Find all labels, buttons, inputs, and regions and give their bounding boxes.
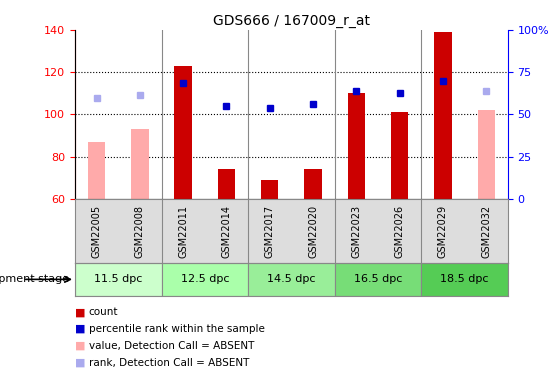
Bar [335,262,421,296]
Text: value, Detection Call = ABSENT: value, Detection Call = ABSENT [89,341,254,351]
Text: 12.5 dpc: 12.5 dpc [180,274,229,284]
Text: count: count [89,307,118,317]
Bar [391,112,408,199]
Text: 11.5 dpc: 11.5 dpc [94,274,143,284]
Text: GSM22014: GSM22014 [221,205,231,258]
Text: rank, Detection Call = ABSENT: rank, Detection Call = ABSENT [89,358,249,368]
Text: ■: ■ [75,358,85,368]
Text: GSM22005: GSM22005 [92,205,102,258]
Text: GSM22023: GSM22023 [351,205,361,258]
Bar [174,66,192,199]
Bar [477,110,495,199]
Text: GSM22017: GSM22017 [265,205,275,258]
Text: percentile rank within the sample: percentile rank within the sample [89,324,265,334]
Text: GSM22011: GSM22011 [178,205,188,258]
Bar [261,180,279,199]
Bar [434,32,452,199]
Text: GSM22026: GSM22026 [395,205,405,258]
Text: development stage: development stage [0,274,69,284]
Bar [218,169,235,199]
Bar [347,93,365,199]
Text: GSM22020: GSM22020 [308,205,318,258]
Bar [131,129,149,199]
Text: ■: ■ [75,324,85,334]
Bar [421,262,508,296]
Bar [88,142,105,199]
Bar [304,169,322,199]
Text: ■: ■ [75,341,85,351]
Text: 16.5 dpc: 16.5 dpc [354,274,402,284]
Text: GSM22032: GSM22032 [481,205,491,258]
Bar [75,262,162,296]
Text: GSM22029: GSM22029 [438,205,448,258]
Title: GDS666 / 167009_r_at: GDS666 / 167009_r_at [213,13,370,28]
Text: 14.5 dpc: 14.5 dpc [267,274,316,284]
Text: ■: ■ [75,307,85,317]
Bar [248,262,335,296]
Text: GSM22008: GSM22008 [135,205,145,258]
Bar [162,262,248,296]
Text: 18.5 dpc: 18.5 dpc [440,274,489,284]
